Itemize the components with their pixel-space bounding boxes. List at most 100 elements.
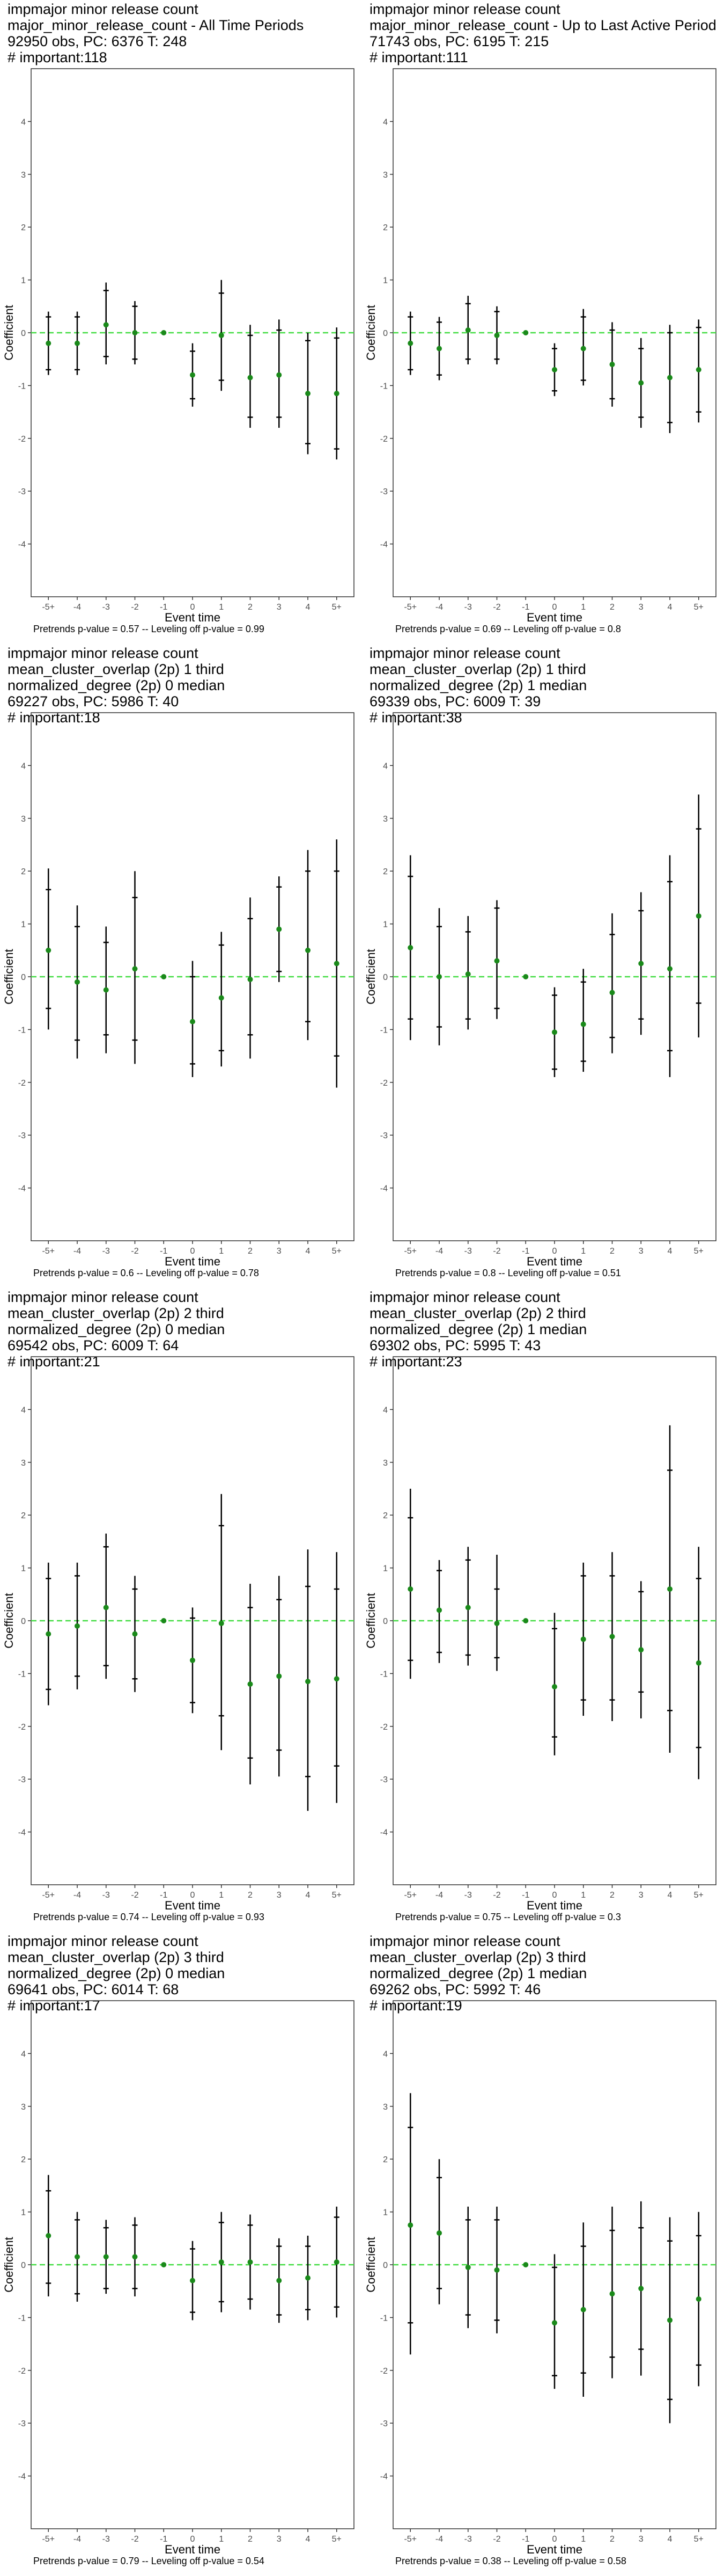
- y-axis-label: Coefficient: [2, 949, 16, 1005]
- coefficient-point: [667, 1586, 673, 1592]
- x-tick-label: 1: [581, 603, 586, 612]
- y-tick-label: -1: [18, 1670, 26, 1679]
- x-tick-label: 3: [639, 1247, 644, 1256]
- chart-title-line: impmajor minor release count: [8, 1, 198, 17]
- x-tick-label: -4: [435, 1891, 443, 1900]
- x-tick-label: 1: [219, 1891, 224, 1900]
- y-tick-label: -1: [18, 1026, 26, 1035]
- x-tick-label: 1: [219, 2535, 224, 2544]
- x-tick-label: -1: [522, 603, 529, 612]
- coefficient-point: [103, 1605, 109, 1611]
- chart-title-line: impmajor minor release count: [8, 1289, 198, 1305]
- coefficient-plot: -4 -3 -2 -1 0 1 2 3 4 -5+ -4 -3 -2 -1 0 1 2 3 4 5+ Event tim…: [364, 712, 716, 1268]
- chart-title: impmajor minor release count mean_cluster…: [8, 1289, 225, 1370]
- chart-title-line: impmajor minor release count: [8, 1933, 198, 1949]
- x-axis-label: Event time: [527, 1255, 582, 1268]
- x-tick-label: 5+: [694, 2535, 704, 2544]
- y-tick-label: -4: [18, 1184, 26, 1194]
- y-tick-label: -1: [380, 2314, 388, 2323]
- y-tick-label: 0: [383, 1617, 388, 1626]
- coefficient-point: [247, 2259, 253, 2265]
- x-tick-label: 2: [248, 2535, 253, 2544]
- y-tick-label: 2: [383, 223, 388, 232]
- coefficient-point: [75, 979, 80, 985]
- x-tick-label: 2: [248, 603, 253, 612]
- coefficient-point: [696, 913, 701, 919]
- chart-title-line: 69227 obs, PC: 5986 T: 40: [8, 693, 179, 709]
- coefficient-point: [103, 2254, 109, 2260]
- x-axis-label: Event time: [165, 2543, 220, 2556]
- coefficient-point: [523, 1618, 529, 1623]
- y-tick-label: 3: [383, 2103, 388, 2112]
- chart-panel: impmajor minor release count mean_cluster…: [362, 644, 724, 1288]
- coefficient-point: [667, 2317, 673, 2323]
- coefficient-point: [190, 1657, 195, 1663]
- x-tick-label: -4: [73, 603, 81, 612]
- y-axis-label: Coefficient: [2, 305, 16, 361]
- chart-title-line: 69542 obs, PC: 6009 T: 64: [8, 1337, 179, 1353]
- coefficient-point: [437, 974, 442, 979]
- x-tick-label: -5+: [42, 603, 55, 612]
- coefficient-point: [46, 340, 51, 346]
- chart-title: impmajor minor release count mean_cluster…: [8, 1933, 225, 2014]
- y-tick-label: -4: [18, 540, 26, 550]
- coefficient-point: [580, 2307, 586, 2312]
- x-tick-label: -5+: [404, 1891, 417, 1900]
- coefficient-point: [523, 330, 529, 335]
- y-tick-label: -2: [18, 2367, 26, 2376]
- y-tick-label: 1: [383, 276, 388, 286]
- x-tick-label: -5+: [42, 1891, 55, 1900]
- coefficient-point: [190, 2278, 195, 2284]
- coefficient-plot: -4 -3 -2 -1 0 1 2 3 4 -5+ -4 -3 -2 -1 0 1 2 3 4 5+ Event tim…: [364, 1356, 716, 1912]
- x-axis-label: Event time: [165, 1899, 220, 1912]
- coefficient-point: [247, 375, 253, 380]
- coefficient-point: [276, 372, 282, 378]
- coefficient-point: [494, 1620, 500, 1626]
- p-value-footnote: Pretrends p-value = 0.8 -- Leveling off …: [395, 1268, 621, 1278]
- coefficient-point: [218, 332, 224, 338]
- coefficient-point: [609, 1634, 615, 1640]
- y-tick-label: 2: [383, 2155, 388, 2164]
- x-tick-label: -4: [73, 1247, 81, 1256]
- y-tick-label: 2: [21, 1511, 26, 1520]
- chart-title-line: 71743 obs, PC: 6195 T: 215: [370, 33, 549, 49]
- x-tick-label: 1: [581, 1891, 586, 1900]
- coefficient-point: [408, 945, 413, 950]
- x-tick-label: 3: [277, 1891, 282, 1900]
- coefficient-point: [161, 974, 167, 979]
- y-tick-label: 1: [21, 920, 26, 930]
- y-tick-label: 2: [21, 867, 26, 876]
- chart-title-line: impmajor minor release count: [370, 645, 560, 661]
- coefficient-point: [218, 2259, 224, 2265]
- coefficient-point: [103, 987, 109, 993]
- coefficient-point: [334, 391, 339, 397]
- x-tick-label: 4: [668, 1247, 673, 1256]
- coefficient-point: [580, 1021, 586, 1027]
- x-tick-label: 2: [248, 1891, 253, 1900]
- x-tick-label: 2: [610, 1247, 615, 1256]
- chart-title-line: mean_cluster_overlap (2p) 1 third: [370, 661, 586, 677]
- chart-panel: impmajor minor release count mean_cluster…: [0, 1932, 362, 2576]
- x-tick-label: 3: [277, 1247, 282, 1256]
- coefficient-point: [696, 2296, 701, 2302]
- y-tick-label: 1: [383, 920, 388, 930]
- chart-panel: impmajor minor release count mean_cluster…: [0, 1288, 362, 1932]
- x-tick-label: 3: [639, 603, 644, 612]
- coefficient-point: [465, 971, 471, 977]
- x-tick-label: 3: [277, 2535, 282, 2544]
- y-tick-label: 0: [21, 329, 26, 338]
- y-tick-label: -1: [380, 1026, 388, 1035]
- y-tick-label: 0: [21, 973, 26, 982]
- x-tick-label: 2: [610, 2535, 615, 2544]
- chart-title-line: # important:118: [8, 49, 107, 65]
- y-tick-label: 2: [21, 223, 26, 232]
- coefficient-point: [46, 947, 51, 953]
- chart-title-line: mean_cluster_overlap (2p) 2 third: [370, 1305, 586, 1321]
- coefficient-point: [305, 947, 311, 953]
- x-tick-label: -2: [493, 1247, 500, 1256]
- y-tick-label: 4: [383, 1406, 388, 1415]
- coefficient-point: [247, 1681, 253, 1687]
- y-tick-label: -2: [380, 435, 388, 444]
- x-tick-label: -4: [73, 1891, 81, 1900]
- y-tick-label: 0: [21, 1617, 26, 1626]
